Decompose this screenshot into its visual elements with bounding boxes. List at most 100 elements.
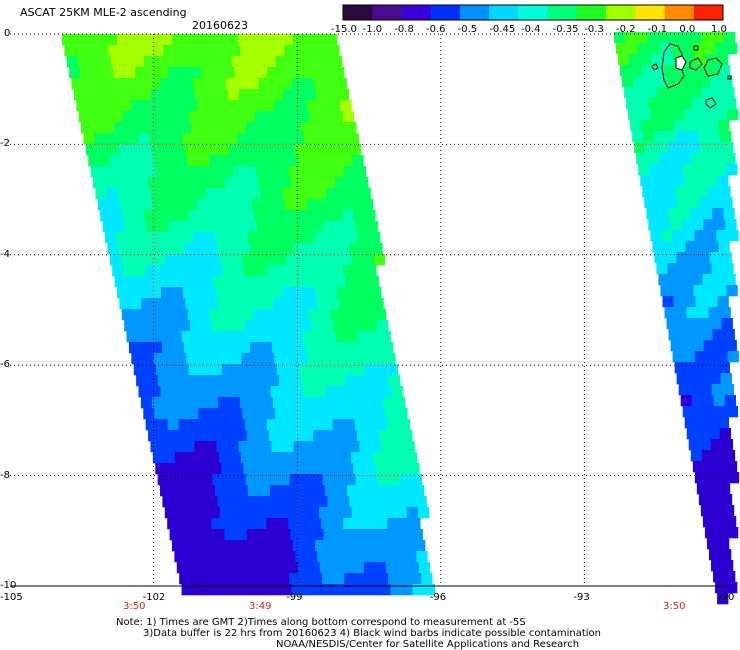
- y-tick-label: -10: [0, 580, 17, 591]
- swath-cell: [169, 276, 181, 288]
- swath-cell: [672, 351, 684, 363]
- swath-cell: [175, 100, 187, 112]
- swath-cell: [323, 276, 335, 288]
- swath-cell: [180, 529, 192, 541]
- swath-cell: [284, 45, 296, 57]
- swath-cell: [340, 353, 352, 365]
- swath-cell: [191, 529, 203, 541]
- swath-cell: [668, 87, 680, 99]
- swath-cell: [340, 100, 352, 112]
- swath-cell: [365, 265, 377, 277]
- swath-cell: [170, 430, 182, 442]
- swath-cell: [304, 188, 316, 200]
- swath-cell: [277, 166, 289, 178]
- swath-cell: [177, 210, 189, 222]
- swath-cell: [701, 329, 713, 341]
- swath-cell: [703, 340, 715, 352]
- swath-cell: [635, 87, 647, 99]
- swath-cell: [234, 474, 246, 486]
- swath-cell: [329, 353, 341, 365]
- swath-cell: [217, 397, 230, 409]
- swath-cell: [304, 540, 316, 552]
- swath-cell: [245, 67, 257, 79]
- swath-cell: [722, 142, 734, 154]
- swath-cell: [192, 584, 204, 596]
- swath-cell: [136, 375, 148, 387]
- swath-cell: [106, 89, 119, 101]
- swath-cell: [313, 78, 325, 90]
- swath-cell: [222, 419, 234, 431]
- swath-cell: [115, 78, 127, 90]
- swath-cell: [318, 507, 331, 519]
- swath-cell: [177, 463, 189, 475]
- swath-cell: [708, 186, 720, 198]
- swath-cell: [648, 219, 660, 231]
- swath-cell: [354, 419, 366, 431]
- swath-cell: [352, 562, 365, 574]
- swath-cell: [120, 100, 132, 112]
- swath-cell: [244, 265, 256, 277]
- swath-cell: [265, 463, 277, 475]
- swath-cell: [285, 507, 298, 519]
- swath-cell: [718, 241, 730, 253]
- swath-cell: [259, 133, 271, 145]
- x-tick-label: -102: [142, 592, 166, 603]
- swath-cell: [232, 111, 245, 123]
- swath-cell: [684, 175, 696, 187]
- swath-cell: [78, 111, 91, 123]
- swath-cell: [698, 494, 711, 506]
- swath-cell: [144, 111, 157, 123]
- swath-cell: [345, 375, 357, 387]
- swath-cell: [307, 254, 320, 266]
- swath-cell: [308, 155, 320, 167]
- swath-cell: [176, 56, 189, 68]
- swath-cell: [255, 265, 267, 277]
- swath-cell: [175, 353, 187, 365]
- swath-cell: [399, 474, 411, 486]
- swath-cell: [324, 584, 336, 596]
- time-label: 3:49: [249, 601, 272, 612]
- swath-cell: [724, 274, 736, 286]
- swath-cell: [144, 364, 157, 376]
- swath-cell: [148, 78, 160, 90]
- swath-cell: [303, 133, 315, 145]
- swath-cell: [311, 67, 323, 79]
- swath-cell: [131, 254, 144, 266]
- swath-cell: [398, 518, 410, 530]
- swath-cell: [326, 540, 338, 552]
- swath-cell: [102, 67, 114, 79]
- swath-cell: [227, 441, 239, 453]
- swath-cell: [281, 386, 293, 398]
- swath-cell: [726, 582, 738, 594]
- swath-cell: [653, 65, 665, 77]
- swath-cell: [172, 188, 184, 200]
- swath-cell: [227, 540, 239, 552]
- swath-cell: [194, 188, 206, 200]
- swath-cell: [674, 120, 686, 132]
- swath-cell: [402, 485, 414, 497]
- swath-cell: [202, 529, 214, 541]
- swath-cell: [701, 87, 713, 99]
- swath-cell: [147, 122, 159, 134]
- swath-cell: [310, 518, 322, 530]
- swath-cell: [161, 287, 173, 299]
- swath-cell: [159, 430, 171, 442]
- swath-cell: [312, 276, 324, 288]
- swath-cell: [401, 584, 413, 596]
- swath-cell: [335, 177, 347, 189]
- swath-cell: [338, 496, 350, 508]
- swath-cell: [344, 474, 356, 486]
- swath-cell: [328, 452, 341, 464]
- swath-cell: [282, 34, 294, 46]
- swath-cell: [179, 573, 191, 585]
- swath-cell: [329, 254, 342, 266]
- swath-cell: [357, 430, 369, 442]
- swath-cell: [321, 419, 333, 431]
- swath-cell: [213, 375, 225, 387]
- swath-cell: [367, 276, 379, 288]
- swath-cell: [91, 67, 103, 79]
- swath-cell: [726, 43, 738, 55]
- swath-cell: [143, 309, 156, 321]
- swath-cell: [121, 56, 134, 68]
- swath-cell: [375, 364, 388, 376]
